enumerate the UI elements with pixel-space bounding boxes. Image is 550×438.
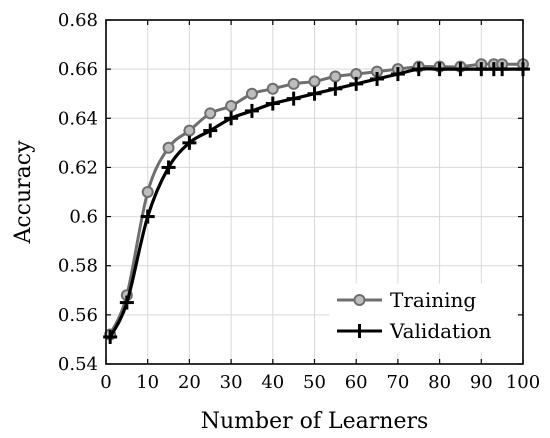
- training-point: [308, 75, 321, 88]
- validation-point: [244, 103, 259, 118]
- validation-point: [286, 91, 301, 106]
- x-tick-label: 60: [345, 372, 368, 393]
- x-tick-label: 0: [100, 372, 111, 393]
- validation-point: [390, 67, 405, 82]
- training-line: [108, 62, 523, 336]
- y-tick-label: 0.56: [58, 305, 98, 326]
- x-tick-label: 100: [506, 372, 540, 393]
- y-tick-label: 0.58: [58, 256, 98, 277]
- y-tick-label: 0.54: [58, 354, 98, 375]
- x-tick-label: 20: [178, 372, 201, 393]
- legend-label: Validation: [389, 319, 492, 343]
- validation-point: [453, 62, 468, 77]
- training-point: [266, 82, 279, 95]
- x-axis-title: Number of Learners: [201, 409, 429, 434]
- validation-point: [307, 86, 322, 101]
- x-tick-label: 70: [386, 372, 409, 393]
- training-point: [287, 77, 300, 90]
- y-tick-label: 0.68: [58, 10, 98, 31]
- validation-point: [265, 96, 280, 111]
- x-tick-label: 50: [303, 372, 326, 393]
- series-layer: [103, 58, 530, 344]
- legend-item-training: Training: [337, 288, 476, 312]
- legend-marker: [353, 294, 366, 306]
- validation-point: [161, 160, 176, 175]
- validation-point: [349, 76, 364, 91]
- y-tick-label: 0.6: [69, 207, 98, 228]
- x-tick-label: 40: [261, 372, 284, 393]
- validation-point: [119, 295, 134, 310]
- validation-point: [328, 81, 343, 96]
- validation-point: [370, 71, 385, 86]
- tick-layer: 0 10 20 30 40 50 60 70 80 90 100 0.54 0.56 0.58 0.6 0.6…: [58, 10, 540, 393]
- validation-point: [495, 62, 510, 77]
- training-point: [204, 107, 217, 120]
- y-axis-title: Accuracy: [11, 140, 36, 245]
- series-validation: [103, 62, 530, 344]
- x-tick-label: 10: [136, 372, 159, 393]
- legend: Training Validation: [329, 283, 517, 353]
- validation-point: [474, 62, 489, 77]
- validation-point: [224, 111, 239, 126]
- y-tick-label: 0.66: [58, 59, 98, 80]
- validation-point: [411, 62, 426, 77]
- validation-line: [108, 67, 523, 338]
- training-point: [245, 87, 258, 100]
- legend-label: Training: [390, 288, 476, 312]
- legend-item-validation: Validation: [337, 319, 492, 343]
- training-point: [183, 124, 196, 137]
- training-point: [141, 186, 154, 198]
- x-tick-label: 90: [470, 372, 493, 393]
- y-tick-label: 0.64: [58, 108, 98, 129]
- training-point: [329, 70, 342, 83]
- validation-point: [140, 209, 155, 224]
- x-tick-label: 30: [220, 372, 243, 393]
- x-tick-label: 80: [428, 372, 451, 393]
- validation-point: [432, 62, 447, 77]
- validation-point: [182, 135, 197, 150]
- training-point: [225, 100, 238, 112]
- y-tick-label: 0.62: [58, 157, 98, 178]
- legend-marker: [352, 324, 367, 338]
- validation-point: [203, 123, 218, 138]
- training-point: [162, 141, 175, 154]
